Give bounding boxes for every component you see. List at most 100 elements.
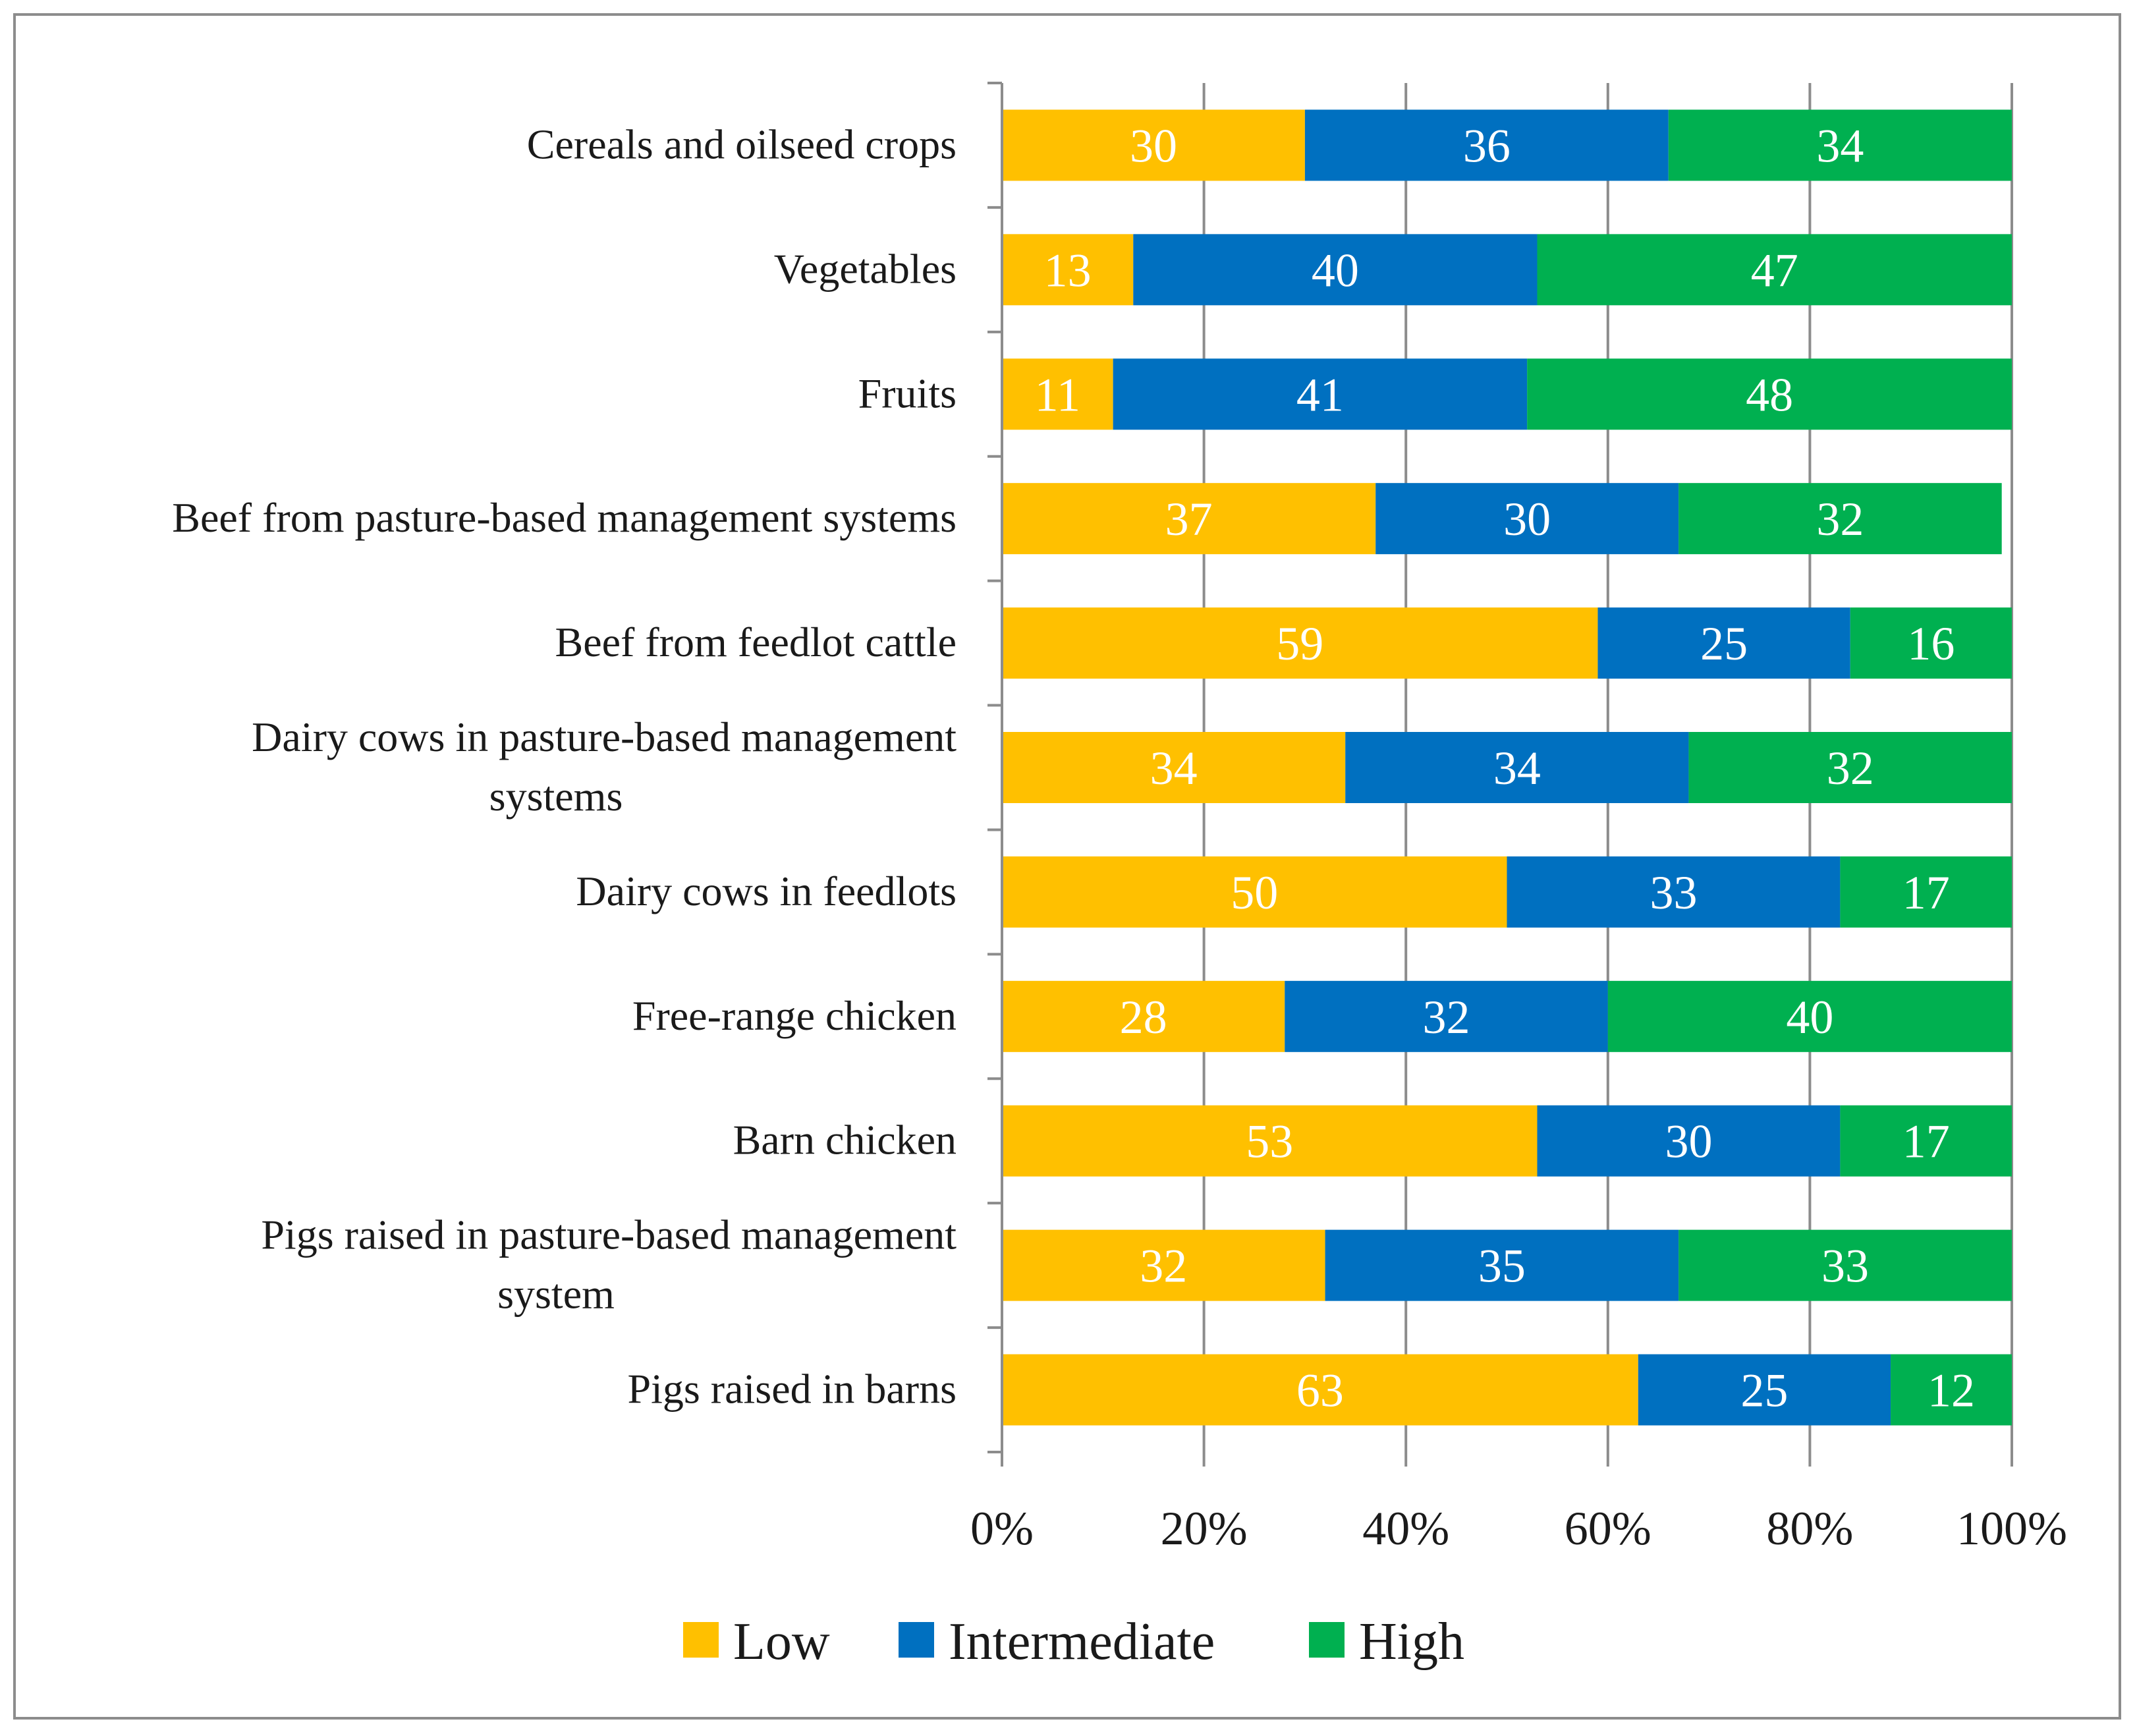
data-label-high: 16 [1907, 617, 1955, 670]
data-label-low: 30 [1130, 119, 1177, 172]
category-label: system [497, 1271, 615, 1318]
bar-low-beef-from-feedlot-cattle [1002, 607, 1598, 679]
category-label: Cereals and oilseed crops [527, 121, 957, 167]
category-label: systems [489, 773, 623, 820]
legend-item-intermediate: Intermediate [899, 1613, 1215, 1671]
bar-intermediate-dairy-cows-in-feedlots [1507, 856, 1841, 928]
data-label-intermediate: 30 [1503, 493, 1551, 546]
legend-item-high: High [1309, 1613, 1464, 1671]
bar-high-pigs-raised-in-barns [1891, 1354, 2012, 1426]
bar-low-fruits [1002, 358, 1113, 430]
data-label-high: 34 [1816, 119, 1864, 172]
data-label-low: 32 [1140, 1240, 1187, 1293]
data-label-intermediate: 30 [1665, 1115, 1712, 1168]
data-label-high: 12 [1928, 1364, 1975, 1417]
bar-high-barn-chicken [1840, 1105, 2012, 1177]
bar-low-pigs-raised-in-pasture-based-management-system [1002, 1229, 1325, 1301]
bar-high-free-range-chicken [1607, 980, 2012, 1052]
bar-intermediate-pigs-raised-in-pasture-based-management-system [1325, 1229, 1679, 1301]
data-label-intermediate: 34 [1493, 742, 1541, 795]
category-label: Pigs raised in pasture-based management [261, 1212, 957, 1258]
bar-low-vegetables [1002, 234, 1134, 306]
data-label-intermediate: 33 [1650, 866, 1697, 919]
x-tick-label: 60% [1565, 1502, 1651, 1555]
x-tick-label: 100% [1957, 1502, 2067, 1555]
bar-low-barn-chicken [1002, 1105, 1538, 1177]
legend-label: High [1359, 1613, 1464, 1671]
bar-high-fruits [1527, 358, 2012, 430]
data-label-low: 59 [1276, 617, 1323, 670]
bar-intermediate-free-range-chicken [1285, 980, 1608, 1052]
data-label-low: 37 [1165, 493, 1213, 546]
data-label-intermediate: 40 [1312, 244, 1359, 296]
bar-intermediate-dairy-cows-in-pasture-based-management-systems [1345, 732, 1689, 803]
data-label-low: 34 [1150, 742, 1198, 795]
data-label-high: 47 [1751, 244, 1798, 296]
legend-item-low: Low [683, 1613, 830, 1671]
data-label-high: 32 [1827, 742, 1874, 795]
labels: 0% 20% 40% 60% 80% 100% 30 36 34 Cereals and oils… [172, 119, 2067, 1555]
bar-low-free-range-chicken [1002, 980, 1285, 1052]
bar-intermediate-fruits [1113, 358, 1528, 430]
category-label: Barn chicken [733, 1117, 957, 1163]
legend-label: Low [733, 1613, 830, 1671]
x-tick-label: 20% [1161, 1502, 1248, 1555]
bar-intermediate-cereals-and-oilseed-crops [1304, 109, 1669, 181]
data-label-intermediate: 25 [1700, 617, 1748, 670]
data-label-intermediate: 36 [1463, 119, 1511, 172]
bar-high-beef-from-feedlot-cattle [1850, 607, 2012, 679]
bar-intermediate-vegetables [1133, 234, 1538, 306]
legend-swatch [683, 1622, 719, 1658]
bar-intermediate-barn-chicken [1537, 1105, 1841, 1177]
bar-low-dairy-cows-in-feedlots [1002, 856, 1507, 928]
data-label-low: 53 [1246, 1115, 1293, 1168]
legend-swatch [1309, 1622, 1345, 1658]
category-label: Dairy cows in feedlots [576, 868, 957, 914]
category-label: Beef from pasture-based management syste… [172, 494, 957, 541]
chart-frame: 0% 20% 40% 60% 80% 100% 30 36 34 Cereals and oils… [13, 13, 2121, 1720]
data-label-low: 13 [1044, 244, 1092, 296]
data-label-intermediate: 35 [1478, 1240, 1526, 1293]
legend-swatch [899, 1622, 934, 1658]
x-tick-label: 80% [1766, 1502, 1853, 1555]
stacked-bar-chart: 0% 20% 40% 60% 80% 100% 30 36 34 Cereals and oils… [172, 82, 2067, 1671]
bars [1002, 109, 2012, 1426]
data-label-low: 28 [1120, 991, 1167, 1044]
data-label-intermediate: 32 [1423, 991, 1470, 1044]
category-label: Vegetables [774, 245, 957, 292]
data-label-low: 11 [1035, 368, 1080, 421]
axes [987, 82, 1003, 1453]
bar-high-dairy-cows-in-feedlots [1840, 856, 2012, 928]
bar-low-pigs-raised-in-barns [1002, 1354, 1638, 1426]
data-label-low: 50 [1231, 866, 1278, 919]
bar-low-dairy-cows-in-pasture-based-management-systems [1002, 732, 1346, 803]
bar-intermediate-beef-from-feedlot-cattle [1597, 607, 1850, 679]
data-label-high: 33 [1821, 1240, 1869, 1293]
x-tick-label: 40% [1362, 1502, 1449, 1555]
data-label-intermediate: 41 [1296, 368, 1344, 421]
category-label: Pigs raised in barns [628, 1366, 957, 1413]
bar-high-vegetables [1537, 234, 2012, 306]
data-label-high: 32 [1816, 493, 1864, 546]
category-label: Dairy cows in pasture-based management [252, 714, 957, 760]
data-label-high: 48 [1746, 368, 1793, 421]
bar-low-cereals-and-oilseed-crops [1002, 109, 1305, 181]
data-label-high: 17 [1902, 866, 1950, 919]
bar-high-pigs-raised-in-pasture-based-management-system [1679, 1229, 2012, 1301]
category-label: Beef from feedlot cattle [555, 619, 957, 665]
data-label-high: 40 [1786, 991, 1833, 1044]
bar-intermediate-pigs-raised-in-barns [1638, 1354, 1891, 1426]
category-label: Free-range chicken [632, 992, 957, 1039]
bar-intermediate-beef-from-pasture-based-management-systems [1375, 483, 1679, 555]
x-tick-label: 0% [970, 1502, 1034, 1555]
bar-low-beef-from-pasture-based-management-systems [1002, 483, 1376, 555]
bar-high-cereals-and-oilseed-crops [1668, 109, 2012, 181]
bar-high-beef-from-pasture-based-management-systems [1679, 483, 2002, 555]
legend-label: Intermediate [949, 1613, 1215, 1671]
category-label: Fruits [858, 370, 957, 416]
bar-high-dairy-cows-in-pasture-based-management-systems [1688, 732, 2012, 803]
data-label-low: 63 [1296, 1364, 1344, 1417]
legend: Low Intermediate High [683, 1613, 1464, 1671]
data-label-high: 17 [1902, 1115, 1950, 1168]
data-label-intermediate: 25 [1740, 1364, 1788, 1417]
